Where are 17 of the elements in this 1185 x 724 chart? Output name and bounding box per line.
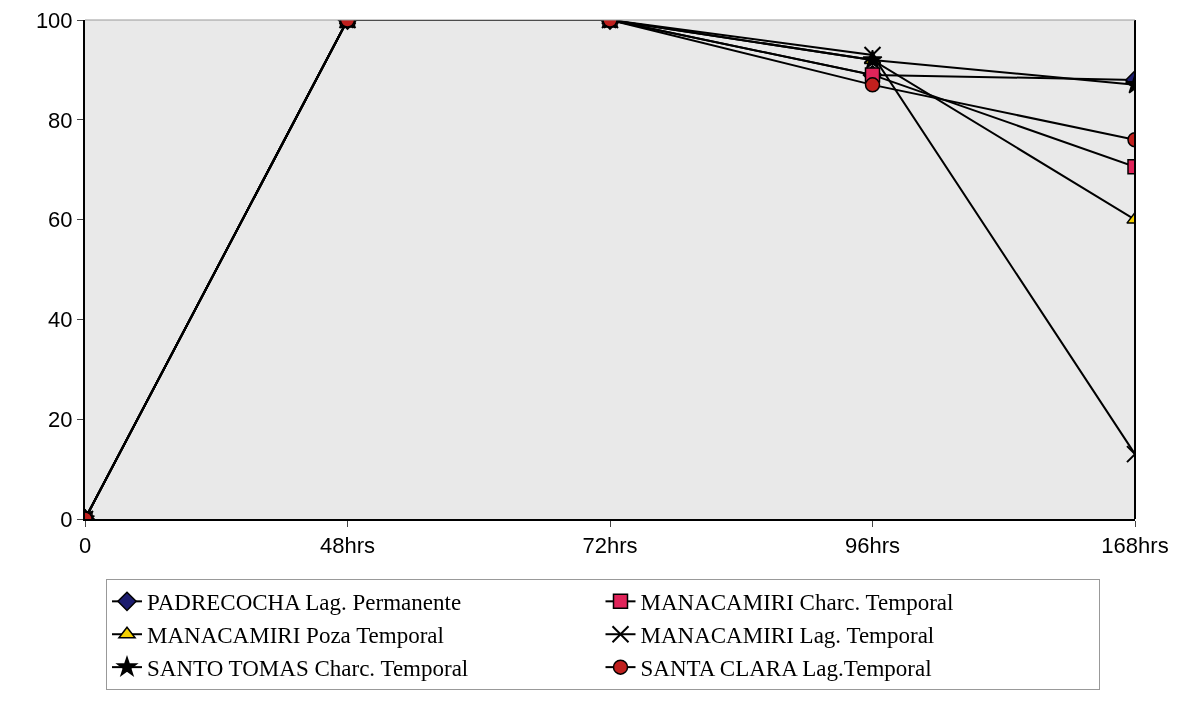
legend-label: MANACAMIRI Poza Temporal: [147, 623, 444, 649]
x-tick-label: 96hrs: [844, 533, 901, 559]
y-tick-label: 100: [35, 7, 73, 33]
legend-label: PADRECOCHA Lag. Permanente: [147, 590, 462, 616]
legend-label: SANTO TOMAS Charc. Temporal: [147, 656, 469, 682]
x-tick-label: 48hrs: [319, 533, 376, 559]
x-tick-label: 0: [78, 533, 92, 559]
legend-label: SANTA CLARA Lag.Temporal: [640, 656, 932, 682]
y-tick-label: 0: [60, 506, 73, 532]
legend-label: MANACAMIRI Charc. Temporal: [640, 590, 954, 616]
x-tick-label: 168hrs: [1101, 533, 1169, 559]
y-tick-label: 40: [48, 307, 73, 333]
legend-label: MANACAMIRI Lag. Temporal: [640, 623, 935, 649]
y-tick-label: 60: [48, 207, 73, 233]
x-tick-label: 72hrs: [582, 533, 638, 559]
y-tick-label: 80: [48, 107, 73, 133]
y-tick-label: 20: [48, 406, 73, 432]
